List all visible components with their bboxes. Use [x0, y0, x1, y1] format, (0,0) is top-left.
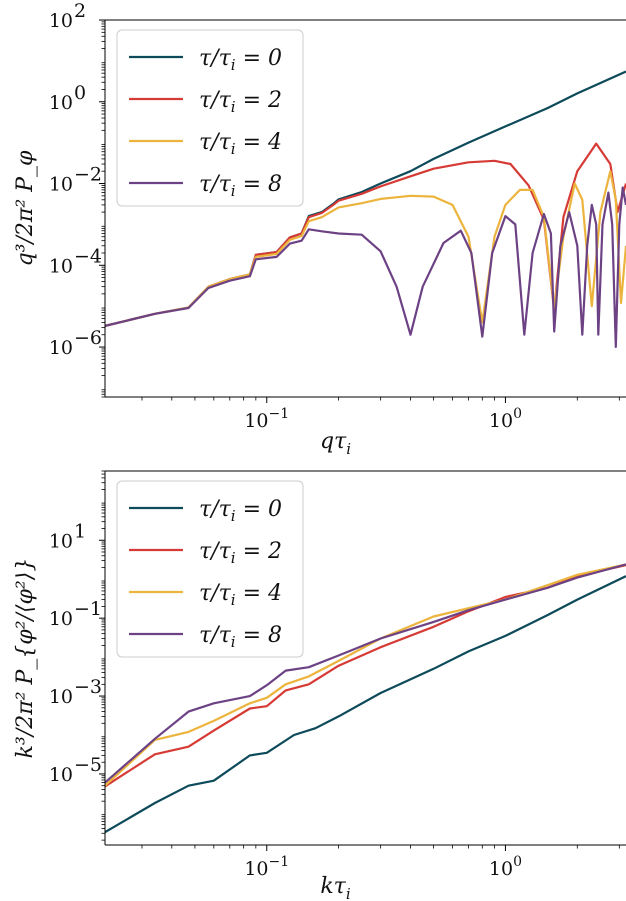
- series-line-4: [105, 186, 626, 349]
- legend-entry-3: τ/τi = 4: [199, 130, 282, 158]
- y-tick-exponent: 1: [74, 520, 86, 542]
- y-tick-label: 10: [49, 530, 73, 552]
- y-axis-label: k³/2π² P_{φ²/⟨φ²⟩}: [13, 558, 38, 759]
- legend-entry-1: τ/τi = 0: [199, 46, 282, 74]
- legend-entry-2: τ/τi = 2: [199, 539, 282, 567]
- y-tick-label: 10: [49, 255, 73, 277]
- y-tick-exponent: −6: [74, 327, 102, 349]
- y-tick-exponent: −2: [74, 164, 102, 186]
- legend-entry-4: τ/τi = 8: [199, 623, 282, 651]
- x-axis-label: qτi: [320, 429, 351, 458]
- y-tick-exponent: −3: [74, 676, 102, 698]
- y-tick-label: 10: [49, 10, 73, 32]
- legend-box: [116, 29, 304, 207]
- y-tick-label: 10: [49, 337, 73, 359]
- x-tick-label: 100: [489, 406, 522, 432]
- legend-entry-4: τ/τi = 8: [199, 172, 282, 200]
- series-line-3: [105, 563, 626, 787]
- y-axis-label: q³/2π² P_φ: [13, 150, 38, 266]
- y-tick-exponent: −4: [74, 245, 102, 267]
- y-tick-exponent: −1: [74, 598, 102, 620]
- y-tick-label: 10: [49, 764, 73, 786]
- legend-entry-2: τ/τi = 2: [199, 88, 282, 116]
- y-tick-label: 10: [49, 686, 73, 708]
- x-tick-label: 100: [489, 854, 522, 880]
- legend-entry-3: τ/τi = 4: [199, 581, 282, 609]
- y-tick-exponent: −5: [74, 754, 102, 776]
- x-axis-label: kτi: [320, 874, 351, 901]
- series-line-4: [105, 563, 626, 784]
- y-tick-label: 10: [49, 608, 73, 630]
- x-tick-label: 10−1: [244, 406, 289, 432]
- x-tick-label: 10−1: [244, 854, 289, 880]
- y-tick-exponent: 0: [74, 82, 86, 104]
- y-tick-label: 10: [49, 92, 73, 114]
- series-line-1: [105, 575, 626, 834]
- legend-entry-1: τ/τi = 0: [199, 497, 282, 525]
- y-tick-exponent: 2: [74, 0, 86, 22]
- legend-box: [116, 480, 304, 658]
- y-tick-label: 10: [49, 174, 73, 196]
